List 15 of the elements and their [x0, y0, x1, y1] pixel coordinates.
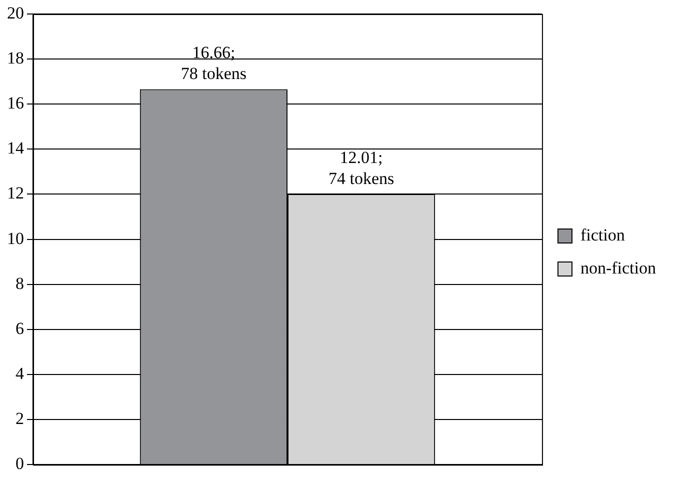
y-tick-label: 16 [7, 94, 24, 113]
y-tick-label: 14 [7, 138, 24, 158]
data-label: 16.66; 78 tokens [180, 43, 246, 84]
y-tick-label: 8 [16, 274, 24, 293]
y-tick-label: 0 [16, 454, 24, 474]
y-tick-label: 10 [7, 228, 24, 248]
y-tick-label: 4 [16, 364, 24, 383]
y-tick-label: 20 [7, 3, 24, 22]
legend-label: non-fiction [580, 258, 656, 278]
y-tick-label: 12 [7, 184, 24, 203]
y-tick-label: 18 [7, 48, 24, 68]
data-label: 12.01; 74 tokens [328, 148, 394, 188]
y-tick-label: 2 [16, 409, 24, 428]
y-tick-label: 6 [16, 318, 24, 338]
legend-label: fiction [580, 225, 626, 244]
